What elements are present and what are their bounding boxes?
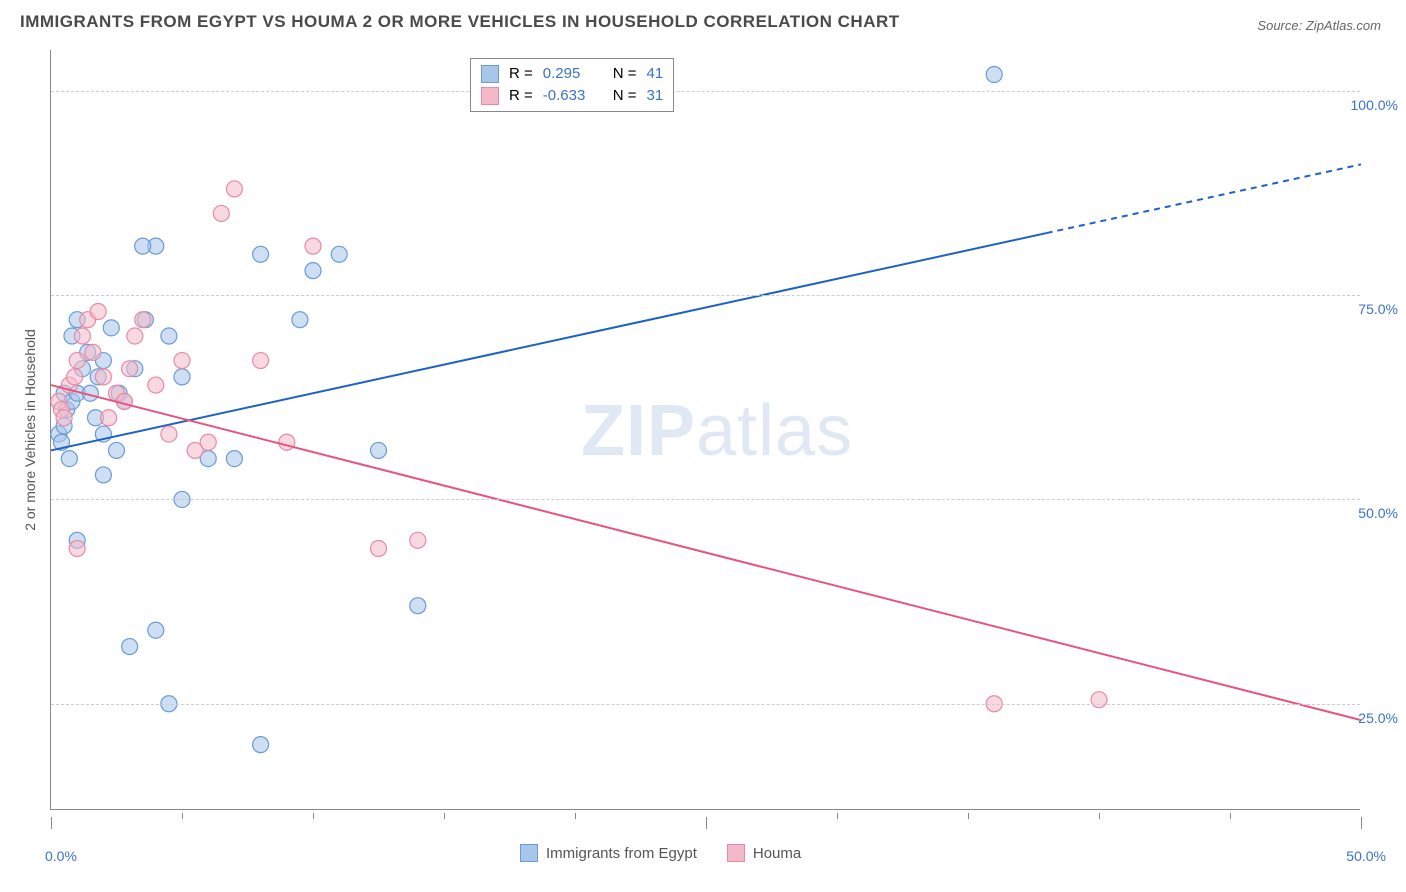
data-point	[95, 369, 111, 385]
grid-line	[51, 704, 1360, 705]
data-point	[122, 361, 138, 377]
data-point	[410, 532, 426, 548]
x-tick-label: 0.0%	[45, 848, 77, 864]
source-label: Source:	[1257, 18, 1302, 33]
data-point	[279, 434, 295, 450]
legend-swatch	[481, 65, 499, 83]
x-tick-major	[51, 817, 52, 829]
data-point	[135, 312, 151, 328]
data-point	[1091, 692, 1107, 708]
data-point	[305, 238, 321, 254]
legend-series-label: Houma	[753, 845, 801, 862]
plot-area: ZIPatlas	[50, 50, 1360, 810]
regression-line	[51, 385, 1361, 720]
x-tick-minor	[1230, 813, 1231, 819]
grid-line	[51, 295, 1360, 296]
x-tick-minor	[1099, 813, 1100, 819]
data-point	[67, 369, 83, 385]
legend-swatch	[520, 844, 538, 862]
data-point	[253, 353, 269, 369]
source-attribution: Source: ZipAtlas.com	[1257, 18, 1381, 33]
data-point	[410, 598, 426, 614]
x-tick-label: 50.0%	[1346, 848, 1386, 864]
regression-line	[51, 233, 1047, 450]
y-tick-label: 25.0%	[1358, 710, 1398, 726]
x-tick-minor	[837, 813, 838, 819]
legend-n-value: 31	[647, 85, 664, 107]
data-point	[90, 304, 106, 320]
y-axis-label: 2 or more Vehicles in Household	[22, 329, 38, 531]
legend-correlation: R = 0.295 N = 41 R = -0.633 N = 31	[470, 58, 674, 112]
data-point	[161, 426, 177, 442]
data-point	[200, 434, 216, 450]
data-point	[135, 238, 151, 254]
data-point	[331, 246, 347, 262]
data-point	[69, 353, 85, 369]
x-tick-minor	[575, 813, 576, 819]
y-tick-label: 50.0%	[1358, 505, 1398, 521]
legend-swatch	[481, 87, 499, 105]
data-point	[174, 353, 190, 369]
data-point	[305, 263, 321, 279]
data-point	[371, 442, 387, 458]
legend-n-value: 41	[647, 63, 664, 85]
grid-line	[51, 499, 1360, 500]
source-value: ZipAtlas.com	[1306, 18, 1381, 33]
x-tick-minor	[182, 813, 183, 819]
data-point	[122, 639, 138, 655]
data-point	[371, 540, 387, 556]
data-point	[174, 369, 190, 385]
legend-r-value: -0.633	[543, 85, 603, 107]
legend-series-label: Immigrants from Egypt	[546, 845, 697, 862]
data-point	[148, 622, 164, 638]
data-point	[109, 442, 125, 458]
legend-r-label: R =	[509, 63, 533, 85]
data-point	[103, 320, 119, 336]
data-point	[85, 344, 101, 360]
legend-series: Immigrants from Egypt Houma	[520, 844, 801, 862]
data-point	[253, 246, 269, 262]
x-tick-minor	[968, 813, 969, 819]
data-point	[986, 67, 1002, 83]
grid-line	[51, 91, 1360, 92]
plot-svg	[51, 50, 1360, 809]
x-tick-major	[1361, 817, 1362, 829]
data-point	[161, 328, 177, 344]
y-tick-label: 100.0%	[1351, 97, 1398, 113]
data-point	[226, 451, 242, 467]
legend-correlation-row: R = -0.633 N = 31	[481, 85, 663, 107]
x-tick-minor	[444, 813, 445, 819]
legend-r-label: R =	[509, 85, 533, 107]
x-tick-major	[706, 817, 707, 829]
data-point	[226, 181, 242, 197]
legend-series-item: Immigrants from Egypt	[520, 844, 697, 862]
data-point	[127, 328, 143, 344]
data-point	[292, 312, 308, 328]
data-point	[69, 540, 85, 556]
legend-series-item: Houma	[727, 844, 801, 862]
legend-n-label: N =	[613, 63, 637, 85]
data-point	[56, 410, 72, 426]
y-tick-label: 75.0%	[1358, 301, 1398, 317]
data-point	[61, 451, 77, 467]
data-point	[148, 377, 164, 393]
data-point	[253, 737, 269, 753]
data-point	[213, 205, 229, 221]
data-point	[101, 410, 117, 426]
regression-line-dashed	[1047, 164, 1361, 233]
legend-n-label: N =	[613, 85, 637, 107]
legend-swatch	[727, 844, 745, 862]
chart-title: IMMIGRANTS FROM EGYPT VS HOUMA 2 OR MORE…	[20, 12, 900, 32]
legend-correlation-row: R = 0.295 N = 41	[481, 63, 663, 85]
data-point	[74, 328, 90, 344]
legend-r-value: 0.295	[543, 63, 603, 85]
data-point	[95, 467, 111, 483]
x-tick-minor	[313, 813, 314, 819]
